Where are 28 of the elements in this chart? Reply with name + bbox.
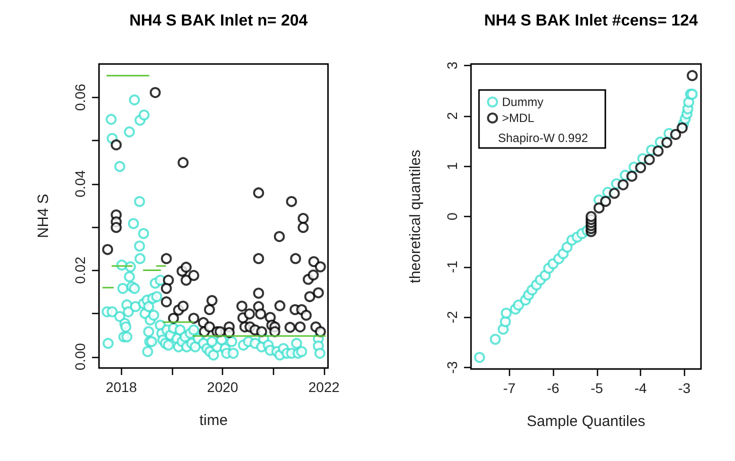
y-tick-label: 0.02: [72, 256, 88, 284]
chart-title: NH4 S BAK Inlet #cens= 124: [484, 12, 698, 30]
x-axis-title: time: [199, 412, 228, 429]
y-tick-label: 0.00: [72, 342, 88, 370]
y-tick-label: 0: [444, 212, 460, 220]
y-tick-label: 0.06: [72, 83, 88, 111]
y-axis-title: NH4 S: [35, 194, 52, 238]
x-tick-label: 2020: [207, 379, 238, 395]
y-tick-label: -3: [444, 361, 460, 374]
x-axis-title: Sample Quantiles: [526, 413, 646, 430]
y-tick-label: -2: [444, 310, 460, 324]
y-tick-label: 1: [444, 162, 460, 170]
x-tick-label: -5: [590, 380, 604, 396]
y-tick-label: 3: [444, 61, 460, 70]
legend-label: >MDL: [502, 111, 535, 125]
y-axis-title: theoretical quantiles: [407, 150, 424, 284]
x-tick-label: -7: [503, 380, 516, 396]
chart-title: NH4 S BAK Inlet n= 204: [129, 12, 308, 30]
x-tick-label: -6: [546, 380, 560, 396]
x-tick-label: -4: [634, 380, 648, 396]
y-tick-label: 2: [444, 112, 460, 120]
x-tick-label: -3: [678, 380, 691, 396]
x-tick-label: 2018: [106, 379, 138, 395]
y-tick-label: -1: [444, 260, 460, 274]
annotation: Shapiro-W 0.992: [498, 131, 588, 145]
legend-label: Dummy: [502, 95, 544, 109]
x-tick-label: 2022: [308, 379, 340, 395]
y-tick-label: 0.04: [72, 170, 88, 198]
